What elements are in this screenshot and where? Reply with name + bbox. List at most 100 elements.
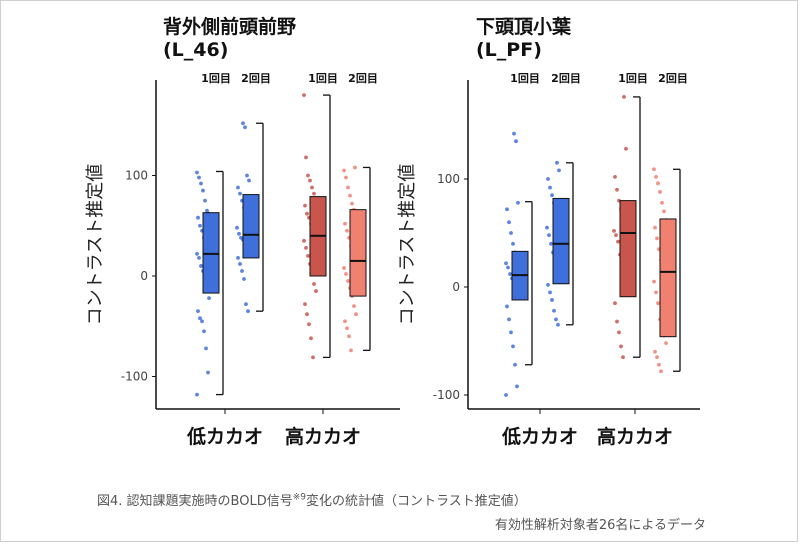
data-point — [546, 282, 550, 287]
data-point — [238, 191, 242, 196]
data-point — [310, 185, 314, 190]
session-label: 2回目 — [551, 71, 581, 85]
data-point — [550, 298, 554, 302]
data-point — [659, 369, 663, 374]
data-point — [658, 190, 662, 194]
data-point — [504, 261, 508, 266]
data-point — [613, 174, 617, 179]
data-point — [619, 344, 623, 349]
data-point — [514, 139, 518, 144]
data-point — [205, 208, 209, 213]
data-point — [243, 125, 247, 130]
y-axis-label: コントラスト推定値 — [85, 164, 106, 326]
panel-title: 下頭頂小葉 — [476, 16, 572, 38]
data-point — [308, 178, 312, 183]
data-point — [664, 341, 668, 346]
figure-caption-note: 有効性解析対象者26名によるデータ — [494, 518, 706, 533]
data-point — [203, 198, 207, 203]
data-point — [201, 188, 205, 193]
data-point — [197, 175, 201, 180]
data-point — [616, 239, 620, 244]
box — [242, 194, 260, 259]
data-point — [304, 155, 308, 160]
data-point — [622, 95, 626, 99]
figure-caption: 図4. 認知課題実施時のBOLD信号※9変化の統計値（コントラスト推定値） — [97, 492, 527, 509]
session-label: 1回目 — [308, 71, 338, 85]
data-point — [548, 185, 552, 190]
data-point — [306, 173, 310, 178]
session-label: 1回目 — [510, 71, 540, 85]
box — [202, 212, 220, 294]
session-label: 2回目 — [658, 71, 688, 85]
x-tick-label: 低カカオ — [186, 425, 263, 448]
data-point — [621, 355, 625, 360]
data-point — [660, 200, 664, 205]
data-point — [304, 245, 308, 250]
data-point — [347, 334, 351, 339]
data-point — [343, 221, 347, 226]
y-tick-label: 0 — [452, 280, 460, 294]
data-point — [615, 187, 619, 192]
data-point — [302, 238, 306, 243]
data-point — [306, 254, 310, 258]
data-point — [302, 93, 306, 97]
box — [659, 218, 677, 338]
data-point — [504, 393, 508, 397]
session-label: 2回目 — [348, 71, 378, 85]
data-point — [309, 336, 313, 341]
data-point — [314, 289, 318, 293]
data-point — [195, 392, 199, 397]
data-point — [350, 201, 354, 206]
data-point — [617, 330, 621, 335]
data-point — [505, 207, 509, 212]
x-tick-label: 高カカオ — [285, 425, 361, 448]
data-point — [353, 165, 357, 170]
data-point — [346, 185, 350, 190]
data-point — [241, 121, 245, 126]
data-point — [515, 384, 519, 389]
panel-title: 背外側前頭前野 — [163, 15, 296, 38]
x-tick-label: 低カカオ — [501, 425, 578, 448]
data-point — [657, 362, 661, 367]
data-point — [307, 322, 311, 327]
data-point — [548, 290, 552, 295]
data-point — [655, 236, 659, 241]
data-point — [546, 177, 550, 181]
data-point — [655, 355, 659, 360]
data-point — [507, 220, 511, 225]
data-point — [549, 241, 553, 246]
session-label: 2回目 — [241, 71, 271, 85]
data-point — [653, 349, 657, 354]
data-point — [615, 319, 619, 324]
data-point — [654, 290, 658, 295]
data-point — [511, 241, 515, 246]
data-point — [507, 317, 511, 322]
data-point — [505, 304, 509, 309]
data-point — [305, 211, 309, 216]
data-point — [662, 209, 666, 214]
y-tick-label: 0 — [140, 269, 148, 283]
data-point — [656, 181, 660, 186]
data-point — [204, 346, 208, 351]
data-point — [349, 348, 353, 353]
data-point — [506, 265, 510, 270]
data-point — [652, 279, 656, 284]
data-point — [552, 308, 556, 313]
data-point — [550, 193, 554, 198]
session-label: 1回目 — [618, 71, 648, 85]
data-point — [198, 316, 202, 321]
data-point — [198, 223, 202, 228]
box — [619, 200, 637, 298]
data-point — [352, 304, 356, 309]
data-point — [200, 319, 204, 324]
data-point — [511, 344, 515, 349]
data-point — [237, 231, 241, 236]
data-point — [545, 225, 549, 230]
data-point — [303, 302, 307, 307]
data-point — [652, 167, 656, 172]
data-point — [612, 228, 616, 233]
data-point — [555, 160, 559, 165]
data-point — [246, 309, 250, 314]
data-point — [613, 301, 617, 306]
data-point — [305, 312, 309, 317]
